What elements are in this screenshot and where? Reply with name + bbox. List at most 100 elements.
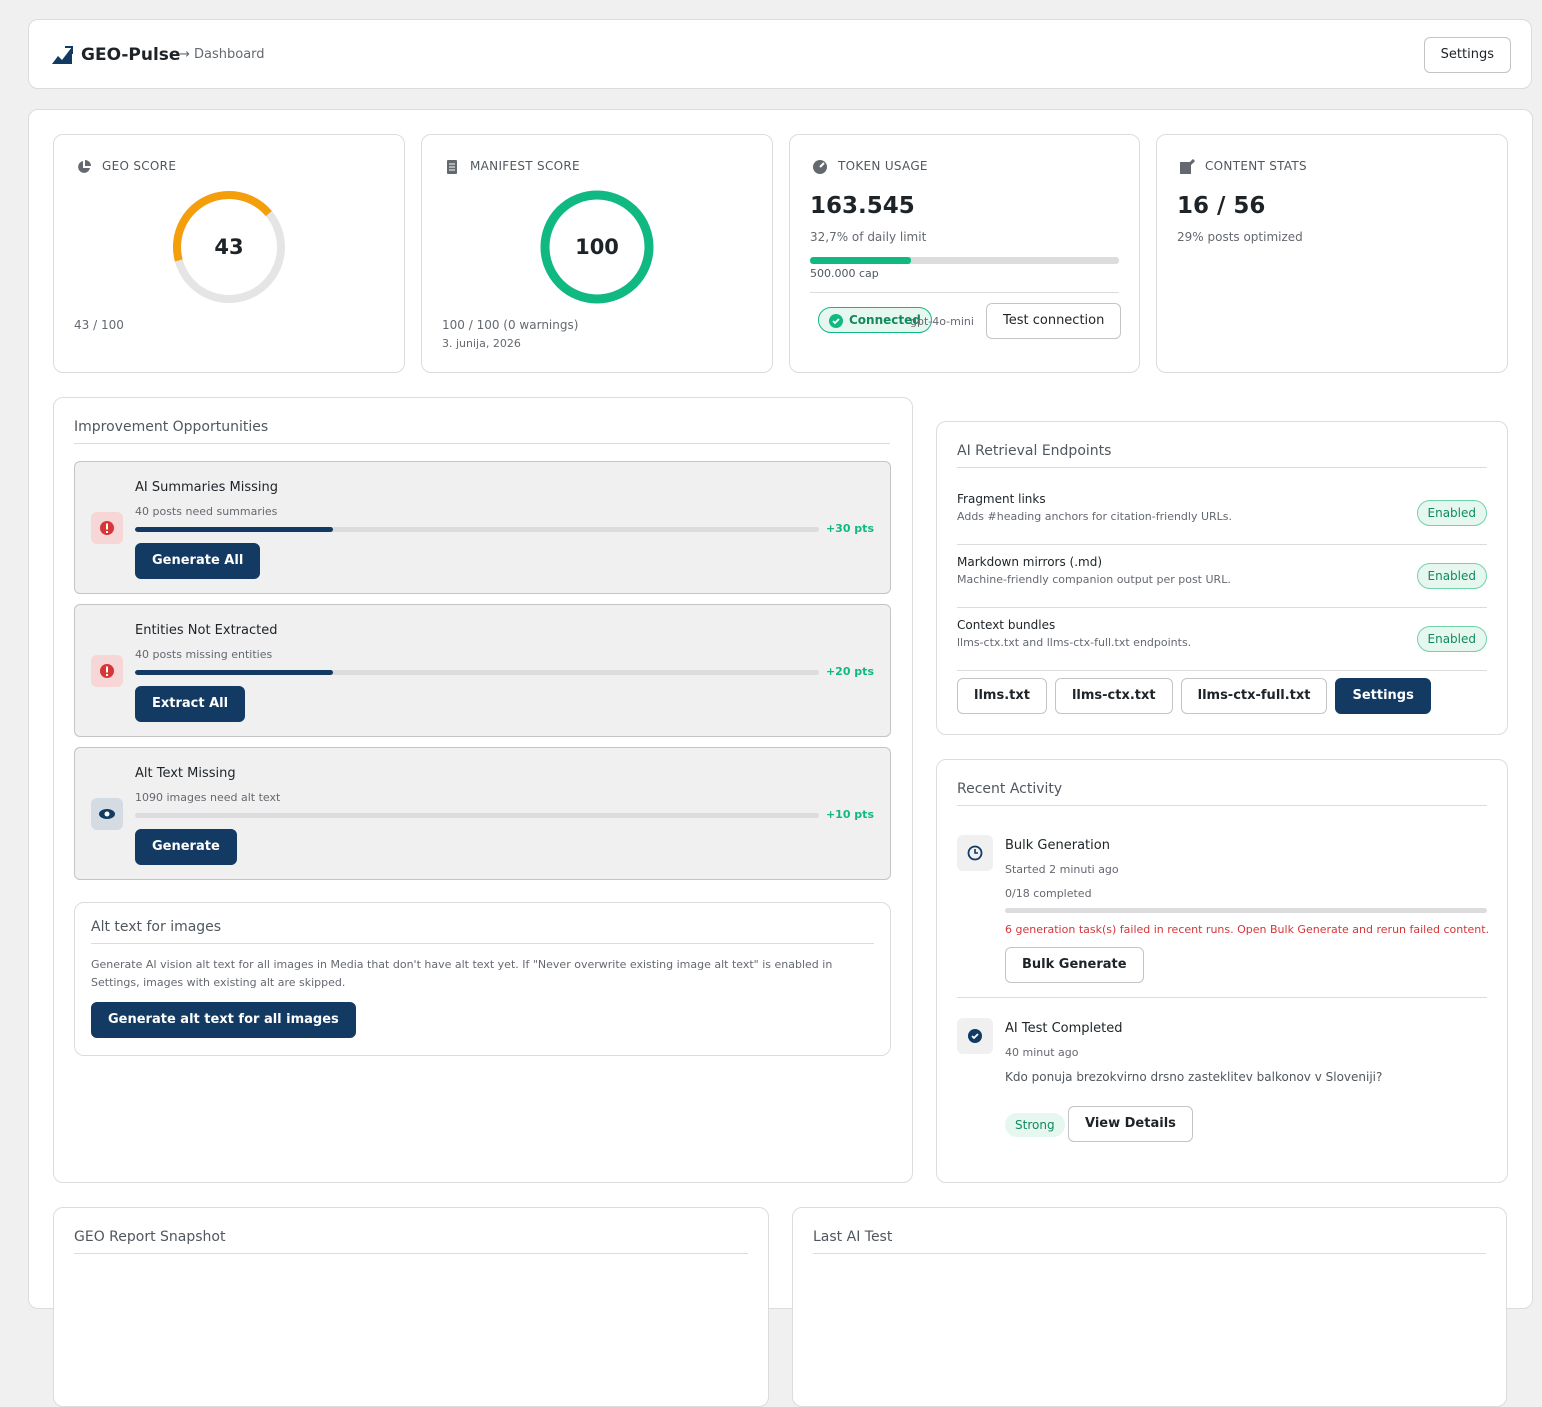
item-button[interactable]: Generate All [135, 543, 261, 579]
endpoint-button[interactable]: llms.txt [957, 678, 1047, 714]
endpoint-status: Enabled [1416, 500, 1487, 526]
endpoint-description: llms-ctx.txt and llms-ctx-full.txt endpo… [957, 636, 1192, 649]
stat-value: 163.545 [810, 193, 915, 219]
endpoint-description: Adds #heading anchors for citation-frien… [957, 510, 1233, 523]
item-button[interactable]: Generate [135, 829, 237, 865]
edit-icon [1180, 159, 1195, 174]
activity-title: AI Test Completed [1005, 1021, 1123, 1036]
improvement-item: Alt Text Missing 1090 images need alt tex… [74, 747, 891, 880]
clock-icon-box [957, 835, 993, 871]
check-icon [968, 1029, 982, 1043]
usage-track [810, 257, 1119, 264]
activity-query: Kdo ponuja brezokvirno drsno zasteklitev… [1005, 1070, 1383, 1084]
endpoint-button[interactable]: Settings [1335, 678, 1431, 714]
gauge-arc [173, 191, 285, 303]
item-detail: 40 posts missing entities [135, 648, 273, 661]
stat-value: 16 / 56 [1177, 193, 1266, 219]
logo-icon [52, 46, 73, 64]
severity-icon [91, 655, 123, 687]
card-title: Alt text for images [91, 919, 874, 944]
stat-label: GEO SCORE [102, 159, 177, 173]
card-title: GEO Report Snapshot [74, 1229, 748, 1254]
item-title: AI Summaries Missing [135, 480, 278, 495]
activity-time: Started 2 minuti ago [1005, 863, 1119, 876]
gauge-arc [540, 190, 654, 304]
endpoint-description: Machine-friendly companion output per po… [957, 573, 1231, 586]
alt-text-card: Alt text for images Generate AI vision a… [74, 902, 891, 1056]
item-track [135, 813, 819, 818]
endpoint-button[interactable]: llms-ctx.txt [1054, 678, 1173, 714]
endpoint-row: Markdown mirrors (.md) Machine-friendly c… [957, 545, 1487, 608]
severity-icon [91, 798, 123, 830]
endpoint-list: Fragment links Adds #heading anchors for … [957, 482, 1487, 671]
stat-label: MANIFEST SCORE [470, 159, 580, 173]
card-title: Recent Activity [957, 781, 1487, 806]
endpoint-status: Enabled [1416, 563, 1487, 589]
content-card: CONTENT STATS 16 / 56 29% posts optimize… [1156, 134, 1508, 373]
item-button[interactable]: Extract All [135, 686, 246, 722]
endpoint-row: Context bundles llms-ctx.txt and llms-ctx… [957, 608, 1487, 671]
gauge-value: 100 [575, 235, 619, 259]
strength-badge: Strong [1005, 1113, 1065, 1137]
severity-icon [91, 512, 123, 544]
footnote: 43 / 100 [74, 318, 124, 332]
breadcrumb: → Dashboard [179, 47, 265, 62]
gauge-value: 43 [214, 235, 243, 259]
item-points: +30 pts [825, 522, 874, 535]
alert-icon [100, 521, 114, 535]
item-title: Alt Text Missing [135, 766, 236, 781]
stat-subtitle: 29% posts optimized [1177, 230, 1303, 244]
stat-label: TOKEN USAGE [838, 159, 928, 173]
footnote: 100 / 100 (0 warnings) [442, 318, 579, 332]
endpoint-name: Markdown mirrors (.md) [957, 555, 1103, 569]
check-icon-box [957, 1018, 993, 1054]
improvement-item: AI Summaries Missing 40 posts need summar… [74, 461, 891, 594]
settings-button[interactable]: Settings [1423, 37, 1511, 73]
item-title: Entities Not Extracted [135, 623, 278, 638]
token-card: TOKEN USAGE 163.545 32,7% of daily limit… [789, 134, 1140, 373]
endpoint-status: Enabled [1416, 626, 1487, 652]
item-detail: 1090 images need alt text [135, 791, 281, 804]
item-fill [135, 527, 334, 532]
activity-title: Bulk Generation [1005, 838, 1110, 853]
generate-alt-button[interactable]: Generate alt text for all images [91, 1002, 356, 1038]
activity-card: Recent Activity Bulk Generation Started … [936, 759, 1508, 1183]
eye-icon [99, 809, 115, 819]
gauge: 100 [540, 190, 654, 304]
stat-subtitle: 32,7% of daily limit [810, 230, 927, 244]
date: 3. junija, 2026 [442, 337, 521, 350]
main-panel: GEO SCORE 43 43 / 100 MANIFEST SCORE 100… [28, 109, 1533, 1407]
card-title: Improvement Opportunities [74, 419, 890, 444]
test-connection-button[interactable]: Test connection [986, 303, 1122, 339]
alert-icon [100, 664, 114, 678]
view-details-button[interactable]: View Details [1068, 1106, 1193, 1142]
header: GEO-Pulse → Dashboard Settings [28, 19, 1532, 89]
endpoint-buttons: llms.txt llms-ctx.txt llms-ctx-full.txt Set… [957, 678, 1431, 714]
item-points: +20 pts [825, 665, 874, 678]
card-title: Last AI Test [813, 1229, 1486, 1254]
pie-icon [78, 160, 91, 173]
improvement-item: Entities Not Extracted 40 posts missing e… [74, 604, 891, 737]
gauge-icon [813, 160, 827, 174]
report-card: GEO Report Snapshot [53, 1207, 769, 1407]
cap: 500.000 cap [810, 267, 879, 280]
activity-error: 6 generation task(s) failed in recent ru… [1005, 923, 1490, 936]
item-fill [135, 670, 334, 675]
endpoint-name: Context bundles [957, 618, 1056, 632]
endpoints-card: AI Retrieval Endpoints Fragment links Add… [936, 421, 1508, 735]
activity-progress-text: 0/18 completed [1005, 887, 1092, 900]
description: Generate AI vision alt text for all imag… [91, 958, 833, 989]
geo-score-card: GEO SCORE 43 43 / 100 [53, 134, 405, 373]
brand: GEO-Pulse [81, 45, 181, 65]
item-points: +10 pts [825, 808, 874, 821]
bulk-generate-button[interactable]: Bulk Generate [1005, 947, 1144, 983]
card-title: AI Retrieval Endpoints [957, 443, 1487, 468]
item-track [135, 670, 819, 675]
activity-time: 40 minut ago [1005, 1046, 1079, 1059]
endpoint-button[interactable]: llms-ctx-full.txt [1180, 678, 1328, 714]
model: gpt-4o-mini [910, 315, 974, 328]
usage-fill [810, 257, 912, 264]
page: GEO-Pulse Dashboard {"header":{"brand":"… [28, 19, 1533, 1407]
manifest-card: MANIFEST SCORE 100 100 / 100 (0 warnings… [421, 134, 773, 373]
check-icon [829, 314, 843, 328]
